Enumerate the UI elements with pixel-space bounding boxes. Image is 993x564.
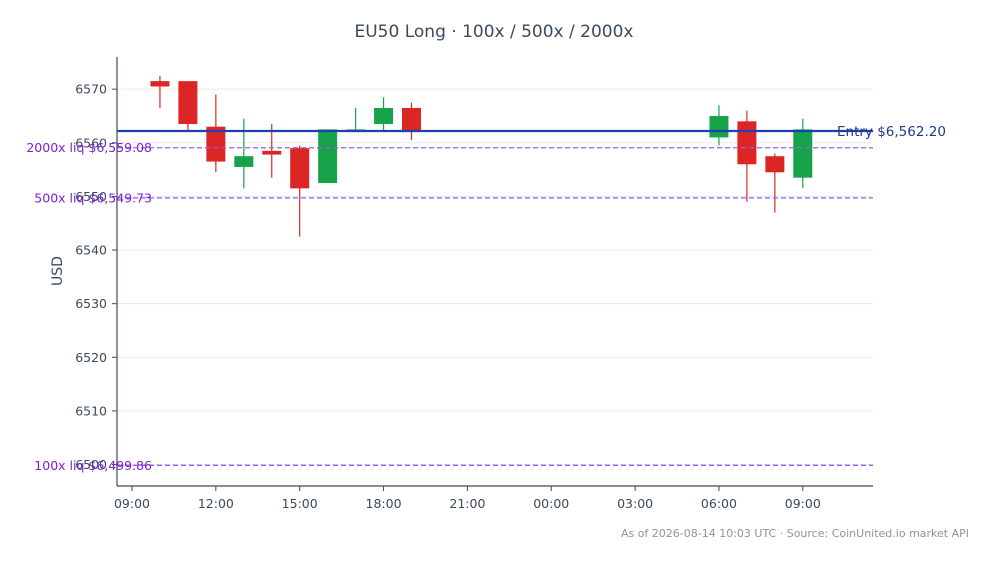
x-tick-label: 00:00 — [533, 496, 569, 511]
x-tick-label: 21:00 — [449, 496, 485, 511]
x-tick-label: 09:00 — [785, 496, 821, 511]
y-tick-label: 6530 — [75, 296, 107, 311]
candle-down — [206, 94, 226, 173]
candles — [150, 75, 813, 237]
liquidation-label: 2000x liq $6,559.08 — [26, 140, 152, 155]
candle-body — [765, 156, 785, 173]
grid — [117, 88, 873, 466]
candle-up — [318, 129, 338, 184]
candle-up — [793, 118, 813, 189]
y-tick-label: 6570 — [75, 82, 107, 97]
axes — [116, 57, 873, 487]
x-tick-label: 06:00 — [701, 496, 737, 511]
candle-body — [206, 126, 226, 162]
x-axis-ticks: 09:00 12:00 15:00 18:00 21:00 00:00 03:00 06:00… — [114, 486, 821, 511]
candle-up — [374, 97, 394, 133]
candle-down — [737, 110, 757, 202]
candle-up — [234, 118, 254, 189]
x-tick-label: 03:00 — [617, 496, 653, 511]
candle-down — [262, 124, 282, 178]
liquidation-label: 100x liq $6,499.86 — [34, 458, 152, 473]
candle-up — [346, 107, 366, 133]
y-axis-ticks: 6500 6510 6520 6530 6540 6550 6560 6570 — [75, 82, 117, 472]
candle-body — [262, 150, 282, 155]
y-tick-label: 6540 — [75, 243, 107, 258]
x-tick-label: 18:00 — [366, 496, 402, 511]
x-tick-label: 09:00 — [114, 496, 150, 511]
candle-body — [150, 81, 170, 87]
candle-down — [178, 81, 198, 133]
y-tick-label: 6500 — [75, 457, 107, 472]
footer-source: As of 2026-08-14 10:03 UTC · Source: Coi… — [621, 527, 969, 540]
entry-line-group: Entry $6,562.20 — [117, 124, 946, 140]
candle-body — [178, 81, 198, 125]
candle-body — [234, 156, 254, 167]
candle-down — [402, 102, 421, 141]
y-axis-label: USD — [50, 256, 66, 286]
candle-down — [290, 145, 310, 237]
y-tick-label: 6560 — [75, 135, 107, 150]
liquidation-label: 500x liq $6,549.73 — [34, 190, 152, 205]
candle-body — [318, 129, 338, 184]
entry-label: Entry $6,562.20 — [837, 124, 946, 140]
candle-body — [709, 115, 729, 138]
x-tick-label: 12:00 — [198, 496, 234, 511]
candle-body — [402, 107, 421, 133]
candle-body — [737, 121, 757, 165]
candle-down — [765, 153, 785, 213]
candle-body — [374, 107, 394, 125]
x-tick-label: 15:00 — [282, 496, 318, 511]
candle-body — [290, 148, 310, 189]
candle-body — [793, 129, 813, 178]
candle-down — [150, 75, 170, 108]
chart-title: EU50 Long · 100x / 500x / 2000x — [355, 22, 634, 42]
y-tick-label: 6510 — [75, 403, 107, 418]
liquidation-lines: 2000x liq $6,559.08 500x liq $6,549.73 100… — [26, 140, 873, 473]
candle-up — [709, 105, 729, 146]
y-tick-label: 6550 — [75, 189, 107, 204]
y-tick-label: 6520 — [75, 350, 107, 365]
